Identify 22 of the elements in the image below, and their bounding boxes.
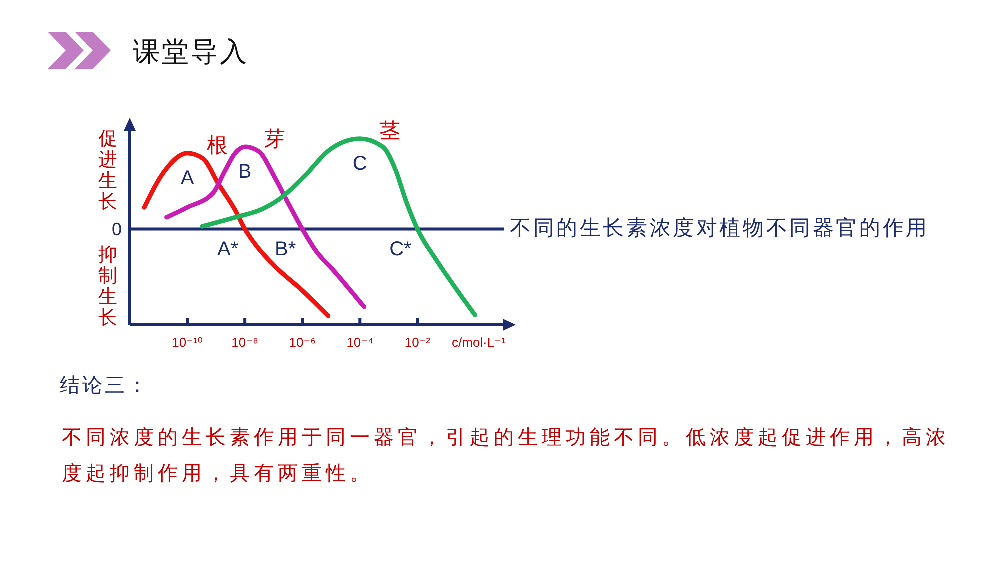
annotation: B*	[275, 238, 296, 260]
x-tick-label: 10⁻²	[404, 335, 432, 350]
ref-line-label: 0	[112, 220, 122, 240]
text: 抑制生长	[98, 245, 118, 330]
text: 不同的生长素浓度对植物不同器官的作用	[510, 216, 930, 242]
annotation: A	[180, 167, 195, 190]
annotation: C	[352, 152, 368, 175]
x-tick-label: 10⁻⁸	[232, 335, 258, 350]
text: 不同浓度的生长素作用于同一器官，引起的生理功能不同。低浓度起促进作用，高浓度起抑制作用，具有两重性。	[62, 426, 951, 487]
annotation: A*	[218, 238, 239, 260]
x-tick-label: 10⁻¹⁰	[172, 335, 203, 350]
text: 促进生长	[98, 129, 118, 213]
annotation: B	[238, 161, 252, 184]
series-label: 芽	[264, 128, 286, 151]
series-label: 根	[207, 134, 228, 157]
x-tick-label: 10⁻⁶	[289, 335, 316, 350]
annotation: C*	[390, 238, 412, 260]
x-axis-title: c/mol·L⁻¹	[452, 335, 506, 350]
series-label: 茎	[380, 119, 401, 142]
text: 结论三：	[60, 374, 150, 399]
x-tick-label: 10⁻⁴	[346, 335, 374, 350]
chart-title: 课堂导入	[133, 36, 249, 69]
